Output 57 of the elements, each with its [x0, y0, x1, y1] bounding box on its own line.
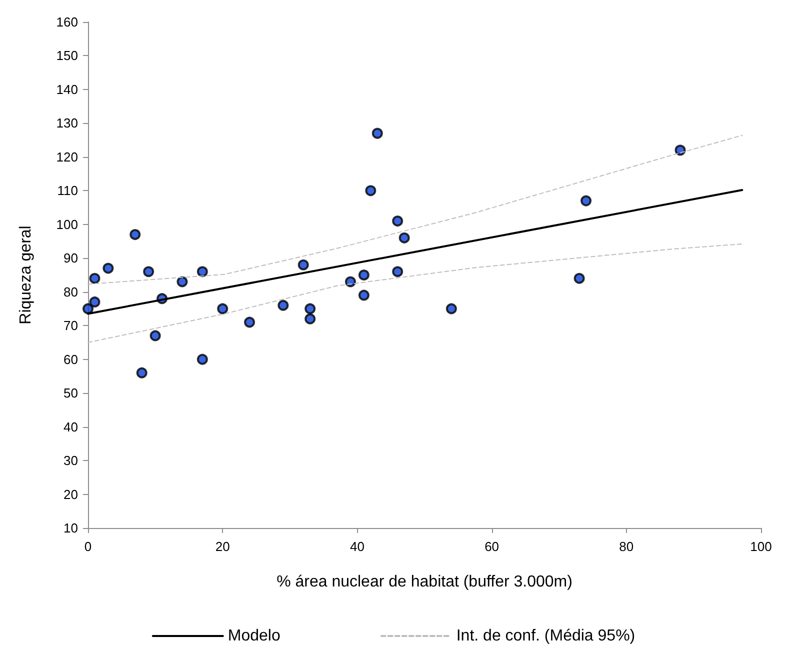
point — [82, 303, 94, 314]
y-tick-label: 80 — [64, 284, 78, 300]
point — [298, 259, 309, 270]
y-tick-label: 140 — [56, 82, 78, 97]
y-tick-label: 90 — [64, 250, 78, 266]
y-axis-title: Riqueza geral — [18, 226, 34, 324]
point — [372, 128, 383, 139]
x-tick-label: 20 — [215, 539, 230, 554]
y-tick-label: 110 — [57, 183, 78, 198]
y-tick-label: 20 — [64, 486, 78, 502]
point — [580, 195, 592, 206]
y-tick-label: 130 — [56, 116, 78, 131]
legend-label: Modelo — [228, 628, 280, 644]
y-tick-label: 40 — [64, 419, 78, 434]
y-tick-label: 160 — [56, 14, 78, 30]
y-tick-label: 30 — [64, 453, 78, 468]
x-tick-label: 0 — [84, 539, 92, 554]
x-tick-label: 80 — [619, 539, 634, 554]
point — [398, 232, 410, 244]
point — [304, 303, 316, 314]
line-series — [88, 134, 743, 285]
point — [136, 367, 148, 378]
y-tick-label: 150 — [56, 48, 78, 64]
point — [89, 272, 100, 284]
point — [392, 266, 404, 278]
point — [217, 303, 228, 314]
point — [674, 144, 686, 156]
point — [130, 229, 141, 240]
point — [392, 216, 404, 227]
point — [365, 185, 376, 196]
y-tick-label: 60 — [64, 352, 78, 367]
y-tick-label: 70 — [64, 318, 78, 334]
x-tick-label: 60 — [484, 539, 500, 554]
point — [574, 272, 585, 284]
x-tick-label: 100 — [750, 539, 772, 554]
point — [304, 313, 316, 324]
point — [143, 266, 154, 278]
point — [196, 266, 208, 278]
x-axis-title: % área nuclear de habitat (buffer 3.000m) — [276, 574, 572, 590]
y-tick-label: 10 — [64, 520, 78, 536]
legend-label: Int. de conf. (Média 95%) — [456, 628, 636, 644]
point — [176, 276, 188, 288]
point — [150, 330, 161, 342]
point — [446, 303, 457, 314]
point — [344, 276, 356, 288]
y-tick-label: 50 — [64, 386, 78, 401]
y-tick-label: 120 — [56, 149, 78, 164]
point — [196, 354, 208, 365]
x-tick-label: 40 — [350, 539, 364, 554]
point — [244, 316, 256, 328]
point — [358, 270, 370, 280]
point — [89, 296, 100, 308]
line-series — [88, 243, 743, 343]
y-tick-label: 100 — [56, 216, 78, 232]
point — [358, 290, 370, 301]
point — [278, 300, 289, 311]
point — [102, 262, 114, 274]
